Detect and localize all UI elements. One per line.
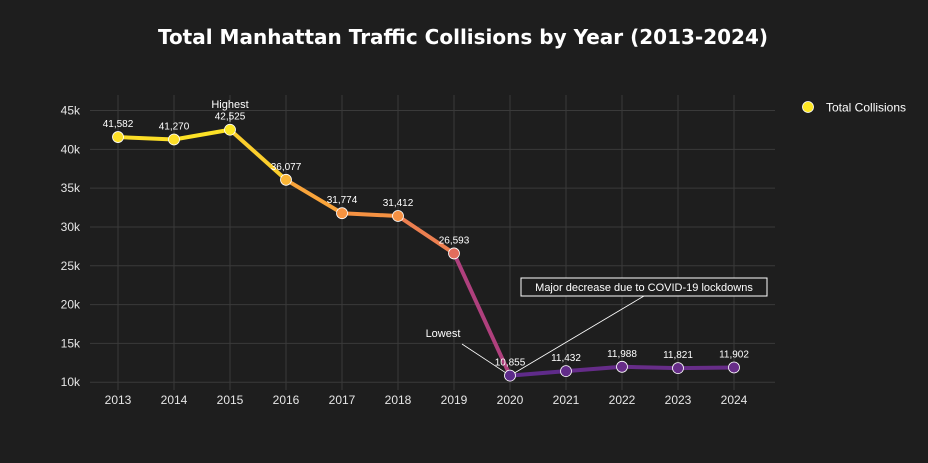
annotation-highest: Highest	[211, 99, 248, 111]
series-line-segment	[452, 251, 512, 378]
data-label: 31,412	[383, 198, 414, 209]
data-label: 11,988	[607, 349, 637, 360]
series-line-segment	[116, 135, 176, 142]
data-label: 42,525	[215, 112, 246, 123]
x-tick-label: 2013	[105, 393, 132, 407]
data-label: 41,582	[103, 119, 134, 130]
x-tick-label: 2017	[329, 393, 356, 407]
data-point	[336, 207, 348, 220]
series-line-segment	[620, 364, 680, 371]
series-line-segment	[396, 214, 456, 256]
series-line-segment	[564, 364, 624, 374]
y-tick-label: 30k	[61, 220, 81, 234]
legend-marker-total-collisions	[802, 101, 814, 113]
data-point	[224, 123, 236, 136]
data-label: 10,855	[495, 358, 526, 369]
series-line-segment	[228, 127, 288, 182]
line-layer	[116, 127, 736, 378]
x-tick-label: 2020	[497, 393, 524, 407]
data-point	[168, 133, 180, 146]
annotation-lowest: Lowest	[426, 328, 461, 340]
y-tick-label: 25k	[61, 259, 81, 273]
y-tick-label: 20k	[61, 298, 81, 312]
data-point	[560, 365, 572, 378]
y-tick-label: 15k	[61, 336, 81, 350]
annotation-arrow-covid	[509, 295, 645, 376]
data-label: 36,077	[271, 162, 302, 173]
data-label: 41,270	[159, 121, 190, 132]
data-point	[280, 173, 292, 186]
annotation-arrow-lowest	[461, 343, 511, 376]
data-point	[728, 361, 740, 374]
series-line-segment	[172, 127, 232, 142]
annotation-layer: Highest Lowest Major decrease due to COVID…	[211, 99, 768, 376]
data-point	[616, 360, 628, 373]
x-tick-label: 2024	[721, 393, 748, 407]
series-line-segment	[508, 369, 568, 378]
grid-layer	[90, 95, 775, 390]
y-tick-label: 45k	[61, 104, 81, 118]
data-label: 11,902	[719, 349, 749, 360]
x-tick-label: 2019	[441, 393, 468, 407]
annotation-box-covid	[520, 277, 768, 297]
data-point	[392, 210, 404, 222]
data-point	[112, 131, 124, 143]
x-tick-label: 2022	[609, 393, 636, 407]
legend[interactable]: Total Collisions	[802, 101, 907, 115]
series-line-segment	[284, 177, 344, 216]
data-label: 11,432	[551, 353, 581, 364]
x-tick-label: 2016	[273, 393, 300, 407]
x-tick-label: 2018	[385, 393, 412, 407]
y-tick-label: 10k	[61, 375, 81, 389]
x-tick-label: 2021	[553, 393, 580, 407]
series-line-segment	[340, 211, 400, 219]
y-tick-label: 35k	[61, 181, 81, 195]
data-point	[672, 362, 684, 375]
series-line-segment	[676, 365, 736, 371]
x-tick-label: 2014	[161, 393, 188, 407]
x-tick-label: 2015	[217, 393, 244, 407]
data-label: 11,821	[663, 350, 693, 361]
data-point	[504, 369, 516, 382]
data-label: 31,774	[327, 195, 358, 206]
label-layer: 41,582 41,270 42,525 36,077 31,774 31,412 26,5…	[103, 112, 750, 369]
x-tick-label: 2023	[665, 393, 692, 407]
y-tick-label: 40k	[61, 142, 81, 156]
chart-title: Total Manhattan Traffic Collisions by Ye…	[158, 25, 768, 49]
legend-label-total-collisions: Total Collisions	[826, 101, 906, 115]
annotation-covid: Major decrease due to COVID-19 lockdowns	[535, 282, 753, 294]
data-label: 26,593	[439, 235, 470, 246]
axis-layer: 10k 15k 20k 25k 30k 35k 40k 45k 2013 2014 2015 2016…	[61, 104, 748, 407]
data-point	[448, 247, 460, 260]
marker-layer	[112, 123, 740, 382]
